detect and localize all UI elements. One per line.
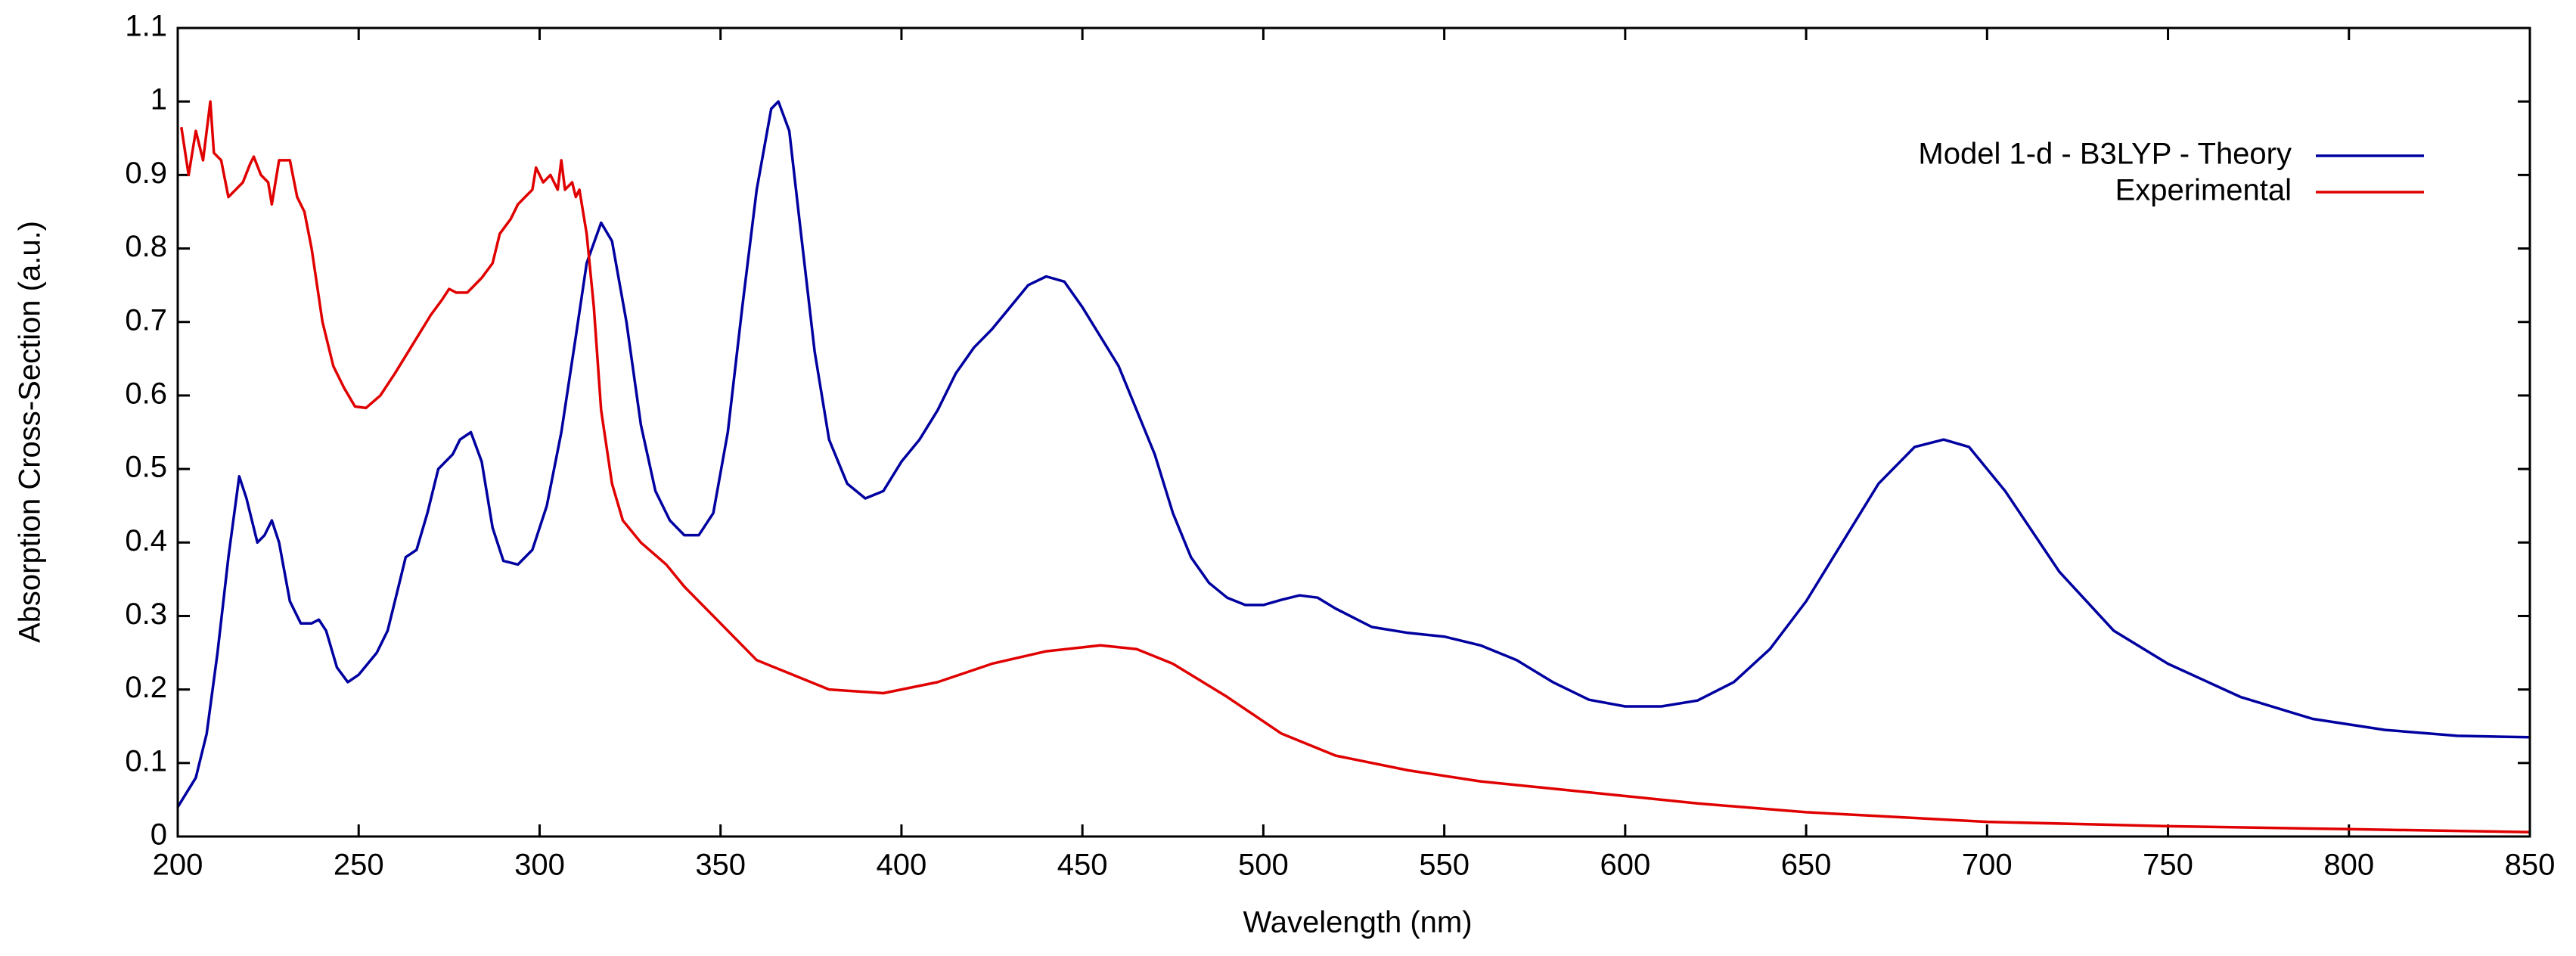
x-tick-label: 200 (153, 849, 203, 882)
x-tick-label: 850 (2505, 849, 2556, 882)
x-tick-label: 350 (695, 849, 746, 882)
y-tick-label: 0.3 (125, 598, 167, 631)
x-tick-label: 650 (1781, 849, 1832, 882)
x-tick-label: 550 (1419, 849, 1470, 882)
y-tick-label: 1.1 (125, 10, 167, 43)
series-line (176, 100, 2531, 809)
x-tick-label: 450 (1057, 849, 1108, 882)
y-tick-label: 0.2 (125, 671, 167, 704)
y-tick-label: 0.5 (125, 451, 167, 484)
x-tick-label: 700 (1962, 849, 2013, 882)
y-tick-label: 0.7 (125, 303, 167, 337)
y-tick-label: 0.1 (125, 744, 167, 778)
y-tick-label: 0.9 (125, 157, 167, 190)
x-tick-label: 300 (514, 849, 565, 882)
x-tick-label: 750 (2143, 849, 2193, 882)
x-axis-label: Wavelength (nm) (1243, 906, 1472, 939)
y-tick-label: 0.6 (125, 377, 167, 410)
x-tick-label: 600 (1600, 849, 1650, 882)
plot-frame (176, 26, 2531, 838)
legend-label: Model 1-d - B3LYP - Theory (1918, 138, 2292, 171)
y-tick-label: 0 (151, 818, 167, 852)
y-axis-label: Absorption Cross-Section (a.u.) (14, 221, 47, 643)
y-tick-label: 1 (151, 83, 167, 116)
legend-label: Experimental (2115, 174, 2292, 207)
x-tick-label: 500 (1238, 849, 1289, 882)
x-tick-label: 800 (2323, 849, 2374, 882)
x-tick-label: 400 (877, 849, 927, 882)
y-tick-label: 0.4 (125, 524, 167, 557)
series-line (180, 100, 2531, 833)
y-tick-label: 0.8 (125, 230, 167, 263)
x-tick-label: 250 (334, 849, 384, 882)
